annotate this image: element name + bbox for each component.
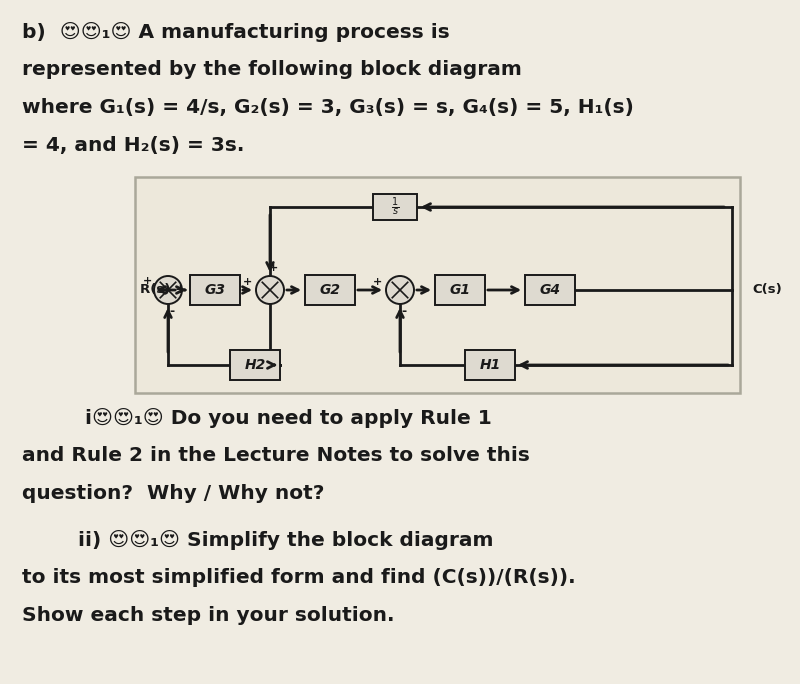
Text: question?  Why / Why not?: question? Why / Why not? [22,484,324,503]
Text: G1: G1 [450,283,470,297]
Text: $\frac{1}{s}$: $\frac{1}{s}$ [391,196,399,218]
Text: -: - [170,306,174,319]
Circle shape [154,276,182,304]
Text: b)  😍😍₁😍 A manufacturing process is: b) 😍😍₁😍 A manufacturing process is [22,22,450,42]
Text: Show each step in your solution.: Show each step in your solution. [22,606,394,625]
Bar [465,350,515,380]
Text: +: + [270,263,278,273]
Text: G3: G3 [205,283,226,297]
Circle shape [256,276,284,304]
Text: represented by the following block diagram: represented by the following block diagr… [22,60,522,79]
Text: G4: G4 [539,283,561,297]
Text: H1: H1 [479,358,501,372]
Text: +: + [374,277,382,287]
Text: i😍😍₁😍 Do you need to apply Rule 1: i😍😍₁😍 Do you need to apply Rule 1 [85,408,492,428]
Text: C(s): C(s) [752,283,782,296]
Text: where G₁(s) = 4/s, G₂(s) = 3, G₃(s) = s, G₄(s) = 5, H₁(s): where G₁(s) = 4/s, G₂(s) = 3, G₃(s) = s,… [22,98,634,117]
Text: = 4, and H₂(s) = 3s.: = 4, and H₂(s) = 3s. [22,136,244,155]
Bar [435,275,485,305]
Bar [230,350,280,380]
Text: +: + [142,276,152,286]
Bar [135,177,740,393]
Text: R(s) +: R(s) + [140,283,186,296]
Text: and Rule 2 in the Lecture Notes to solve this: and Rule 2 in the Lecture Notes to solve… [22,446,530,465]
Bar [373,194,417,220]
Bar [525,275,575,305]
Text: +: + [243,277,253,287]
Text: to its most simplified form and find (C(s))/(R(s)).: to its most simplified form and find (C(… [22,568,576,587]
Text: G2: G2 [319,283,341,297]
Text: ii) 😍😍₁😍 Simplify the block diagram: ii) 😍😍₁😍 Simplify the block diagram [22,530,494,550]
Bar [305,275,355,305]
Circle shape [386,276,414,304]
Bar [190,275,240,305]
Text: H2: H2 [244,358,266,372]
Text: -: - [402,306,406,319]
